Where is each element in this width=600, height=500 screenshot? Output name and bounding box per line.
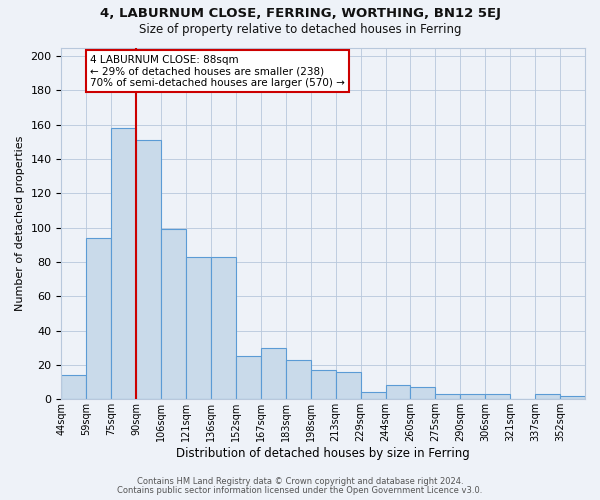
Bar: [361, 392, 386, 399]
Bar: [311, 370, 335, 399]
Text: Contains HM Land Registry data © Crown copyright and database right 2024.: Contains HM Land Registry data © Crown c…: [137, 477, 463, 486]
Bar: [186, 257, 211, 399]
Bar: [61, 375, 86, 399]
Text: Size of property relative to detached houses in Ferring: Size of property relative to detached ho…: [139, 22, 461, 36]
Bar: [86, 238, 111, 399]
Bar: [560, 396, 585, 399]
Bar: [436, 394, 460, 399]
Bar: [161, 230, 186, 399]
Bar: [535, 394, 560, 399]
Bar: [335, 372, 361, 399]
Bar: [136, 140, 161, 399]
Bar: [410, 387, 436, 399]
Bar: [286, 360, 311, 399]
Bar: [386, 386, 410, 399]
Text: 4, LABURNUM CLOSE, FERRING, WORTHING, BN12 5EJ: 4, LABURNUM CLOSE, FERRING, WORTHING, BN…: [100, 8, 500, 20]
Bar: [485, 394, 510, 399]
Y-axis label: Number of detached properties: Number of detached properties: [15, 136, 25, 311]
Bar: [261, 348, 286, 399]
Bar: [236, 356, 261, 399]
Bar: [211, 257, 236, 399]
Text: Contains public sector information licensed under the Open Government Licence v3: Contains public sector information licen…: [118, 486, 482, 495]
Bar: [111, 128, 136, 399]
Text: 4 LABURNUM CLOSE: 88sqm
← 29% of detached houses are smaller (238)
70% of semi-d: 4 LABURNUM CLOSE: 88sqm ← 29% of detache…: [90, 54, 345, 88]
X-axis label: Distribution of detached houses by size in Ferring: Distribution of detached houses by size …: [176, 447, 470, 460]
Bar: [460, 394, 485, 399]
